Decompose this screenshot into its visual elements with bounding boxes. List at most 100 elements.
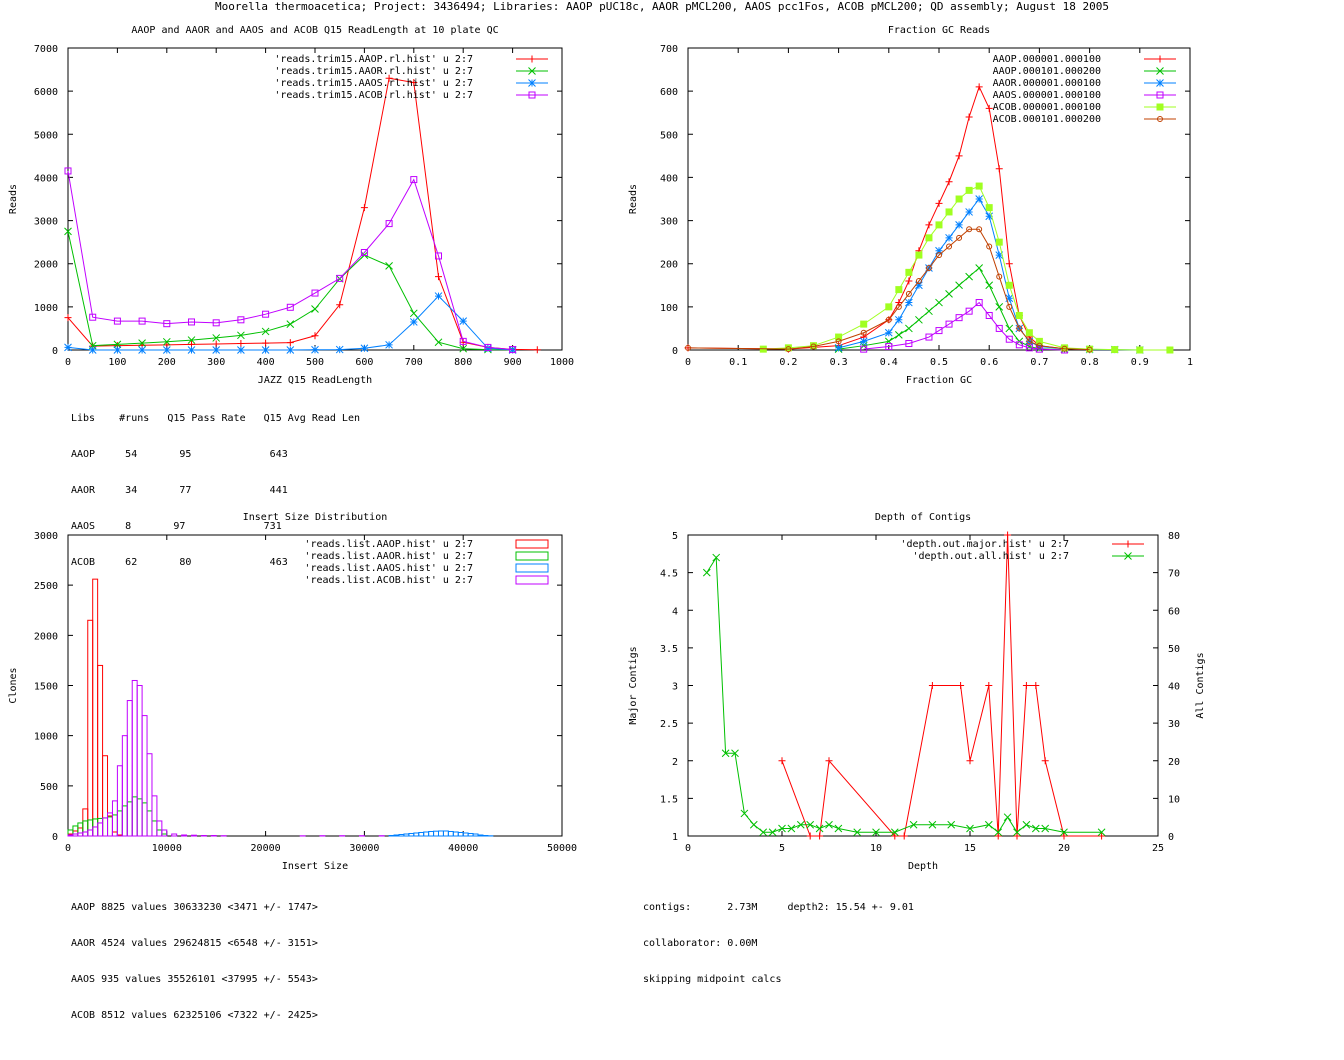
chart3-bar: [68, 835, 73, 836]
chart1-point: [386, 262, 393, 269]
chart4-point: [816, 825, 823, 832]
chart4-point: [816, 833, 823, 840]
chart2-point: [1006, 260, 1013, 267]
chart1-x-tick-label: 500: [306, 357, 324, 368]
chart2-legend-label: ACOB.000001.000100: [993, 102, 1101, 113]
chart4-y2-tick-label: 50: [1168, 644, 1180, 655]
chart2-point: [966, 187, 973, 194]
chart1-legend-label: 'reads.trim15.AAOP.rl.hist' u 2:7: [274, 54, 473, 65]
chart2-point: [1026, 329, 1033, 336]
table-row-aaor: AAOR 34 77 441: [71, 485, 360, 497]
chart4-y2-tick-label: 60: [1168, 606, 1180, 617]
chart2-point: [966, 208, 973, 215]
chart3-bar: [147, 811, 152, 836]
chart3-bar: [157, 821, 162, 836]
chart3-bar: [78, 823, 83, 836]
chart2-legend-label: AAOP.000101.000200: [993, 66, 1101, 77]
table-header: Libs #runs Q15 Pass Rate Q15 Avg Read Le…: [71, 413, 360, 425]
chart1-title: AAOP and AAOR and AAOS and ACOB Q15 Read…: [131, 25, 498, 36]
chart4-x-tick-label: 20: [1058, 843, 1070, 854]
chart1-point: [213, 347, 220, 354]
chart1-point: [386, 341, 393, 348]
chart4-y-tick-label: 2.5: [660, 719, 678, 730]
contig-stat-line: contigs: 2.73M depth2: 15.54 +- 9.01: [643, 902, 914, 914]
insert-stat-aaor: AAOR 4524 values 29624815 <6548 +/- 3151…: [71, 938, 318, 950]
chart2-legend-label: ACOB.000101.000200: [993, 114, 1101, 125]
chart1-point: [336, 346, 343, 353]
insert-stat-acob: ACOB 8512 values 62325106 <7322 +/- 2425…: [71, 1010, 318, 1022]
chart3-bar: [108, 817, 113, 836]
chart2-legend-marker: [1157, 56, 1164, 63]
chart1-x-tick-label: 700: [405, 357, 423, 368]
chart3-bar: [78, 828, 83, 836]
chart3-bar: [439, 831, 444, 836]
chart2-point: [956, 282, 963, 289]
chart2-point: [986, 204, 993, 211]
chart3-y-tick-label: 2000: [34, 631, 58, 642]
chart4-legend-marker: [1125, 541, 1132, 548]
chart4-legend-label: 'depth.out.all.hist' u 2:7: [912, 551, 1069, 562]
chart4-point: [901, 833, 908, 840]
chart3-bar: [429, 831, 434, 836]
chart3-bar: [137, 799, 142, 836]
chart3-x-axis-label: Insert Size: [282, 861, 348, 872]
chart3-x-tick-label: 0: [65, 843, 71, 854]
chart1-x-tick-label: 400: [257, 357, 275, 368]
chart1-x-tick-label: 800: [454, 357, 472, 368]
chart1-point: [262, 347, 269, 354]
chart2-x-tick-label: 1: [1187, 357, 1193, 368]
chart1-x-tick-label: 900: [504, 357, 522, 368]
chart3-bar: [137, 686, 142, 837]
chart3-bar: [463, 833, 468, 836]
chart1-x-tick-label: 100: [108, 357, 126, 368]
chart3-bar: [103, 756, 108, 836]
chart4-y2-tick-label: 10: [1168, 794, 1180, 805]
chart3-bar: [142, 803, 147, 836]
chart3-bar: [117, 766, 122, 836]
chart3-bar: [424, 832, 429, 836]
chart3-bar: [132, 680, 137, 836]
chart3-bar: [458, 832, 463, 836]
chart1-point: [410, 318, 417, 325]
chart4-y-tick-label: 4: [672, 606, 678, 617]
chart4-point: [967, 757, 974, 764]
chart4-x-axis-label: Depth: [908, 861, 938, 872]
chart2-x-tick-label: 0.2: [779, 357, 797, 368]
chart2-point: [956, 221, 963, 228]
chart1-y-axis-label: Reads: [8, 184, 19, 214]
chart3-bar: [448, 831, 453, 836]
chart1-point: [163, 347, 170, 354]
insert-stats: AAOP 8825 values 30633230 <3471 +/- 1747…: [71, 878, 318, 1034]
chart1-y-tick-label: 7000: [34, 44, 58, 55]
chart1-point: [237, 347, 244, 354]
chart4-point: [929, 682, 936, 689]
chart3-bar: [157, 830, 162, 836]
chart2-point: [936, 200, 943, 207]
chart3-bar: [73, 831, 78, 836]
chart2-x-tick-label: 0.7: [1030, 357, 1048, 368]
chart2-point: [946, 290, 953, 297]
chart4-y2-tick-label: 80: [1168, 531, 1180, 542]
chart2-legend-marker: [1157, 80, 1164, 87]
chart1-y-tick-label: 0: [52, 346, 58, 357]
chart4-x-tick-label: 25: [1152, 843, 1164, 854]
chart2-point: [885, 329, 892, 336]
chart4-y-tick-label: 3: [672, 682, 678, 693]
chart3-bar: [152, 796, 157, 836]
chart2-point: [885, 303, 892, 310]
chart1-point: [287, 321, 294, 328]
chart3-bar: [419, 832, 424, 836]
chart3-bar: [103, 818, 108, 836]
chart1-point: [287, 339, 294, 346]
chart4-y-tick-label: 4.5: [660, 569, 678, 580]
chart2-y-tick-label: 700: [660, 44, 678, 55]
chart4-point: [1061, 833, 1068, 840]
chart4-point: [985, 682, 992, 689]
chart3-bar: [182, 835, 187, 836]
chart4-x-tick-label: 15: [964, 843, 976, 854]
chart3-bar: [122, 736, 127, 836]
chart1-x-tick-label: 300: [207, 357, 225, 368]
chart4-point: [1004, 814, 1011, 821]
chart2-y-tick-label: 400: [660, 173, 678, 184]
chart1-point: [139, 347, 146, 354]
